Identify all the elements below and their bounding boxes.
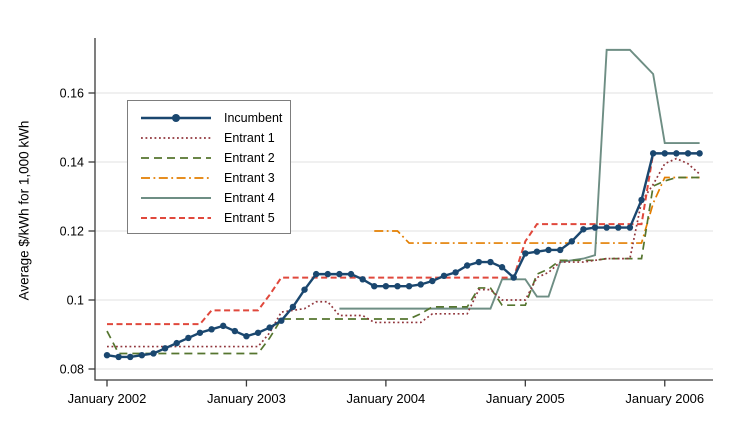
series-marker-incumbent	[498, 264, 506, 271]
series-marker-incumbent	[278, 317, 285, 324]
series-marker-incumbent	[312, 270, 320, 278]
series-marker-incumbent	[603, 224, 610, 231]
legend-marker	[172, 114, 180, 122]
series-marker-incumbent	[417, 281, 424, 288]
series-marker-incumbent	[556, 246, 564, 254]
series-marker-incumbent	[173, 339, 180, 347]
series-marker-incumbent	[266, 324, 273, 331]
legend-item-entrant2: Entrant 2	[139, 148, 290, 168]
series-marker-incumbent	[661, 150, 668, 157]
series-marker-incumbent	[138, 352, 146, 359]
series-marker-incumbent	[196, 329, 204, 336]
series-line-entrant-3	[374, 176, 700, 244]
series-marker-incumbent	[115, 353, 122, 361]
y-tick-label: 0.12	[60, 225, 84, 239]
chart-legend: Incumbent Entrant 1 Entrant 2 Entrant 3 …	[127, 100, 291, 234]
series-marker-incumbent	[440, 272, 448, 280]
series-marker-incumbent	[545, 246, 552, 254]
legend-item-entrant4: Entrant 4	[139, 188, 290, 208]
series-line-entrant-4	[339, 48, 700, 310]
legend-line-sample-incumbent	[141, 114, 211, 122]
series-marker-incumbent	[429, 277, 436, 285]
series-marker-incumbent	[394, 283, 401, 290]
x-tick-label: January 2005	[486, 391, 565, 406]
series-marker-incumbent	[580, 226, 587, 233]
series-marker-incumbent	[464, 262, 471, 269]
series-marker-incumbent	[220, 322, 227, 330]
series-marker-incumbent	[487, 258, 494, 266]
legend-item-entrant1: Entrant 1	[139, 128, 290, 148]
series-marker-incumbent	[510, 274, 517, 281]
legend-line-sample-entrant1	[141, 137, 211, 139]
series-marker-incumbent	[161, 345, 169, 352]
legend-line-sample-entrant4	[141, 197, 211, 199]
series-marker-incumbent	[185, 334, 192, 342]
legend-label: Entrant 2	[224, 151, 275, 165]
series-marker-incumbent	[696, 150, 703, 157]
series-marker-incumbent	[254, 329, 262, 336]
legend-item-entrant3: Entrant 3	[139, 168, 290, 188]
legend-label: Entrant 3	[224, 171, 275, 185]
series-marker-incumbent	[522, 250, 529, 257]
legend-item-incumbent: Incumbent	[139, 108, 290, 128]
series-marker-incumbent	[371, 283, 378, 290]
series-marker-incumbent	[347, 270, 355, 278]
series-marker-incumbent	[127, 353, 134, 361]
x-tick-label: January 2004	[346, 391, 425, 406]
series-marker-incumbent	[243, 333, 250, 340]
legend-line-sample-entrant3	[141, 177, 211, 179]
series-line-entrant-1	[107, 157, 701, 348]
series-marker-incumbent	[405, 283, 413, 290]
series-marker-incumbent	[568, 238, 575, 245]
legend-label: Entrant 1	[224, 131, 275, 145]
series-marker-incumbent	[336, 270, 343, 278]
series-marker-incumbent	[626, 224, 634, 231]
series-marker-incumbent	[231, 327, 239, 335]
series-marker-incumbent	[533, 248, 541, 255]
y-tick-label: 0.08	[60, 363, 84, 377]
series-marker-incumbent	[638, 196, 645, 204]
series-marker-incumbent	[301, 286, 308, 293]
legend-label: Entrant 4	[224, 191, 275, 205]
series-marker-incumbent	[673, 150, 680, 157]
series-marker-incumbent	[452, 269, 459, 276]
series-marker-incumbent	[103, 352, 111, 359]
x-tick-label: January 2002	[68, 391, 147, 406]
series-line-entrant-5	[107, 152, 700, 326]
legend-label: Entrant 5	[224, 211, 275, 225]
x-tick-label: January 2003	[207, 391, 286, 406]
series-marker-incumbent	[475, 258, 483, 266]
x-tick-label: January 2006	[625, 391, 704, 406]
series-marker-incumbent	[684, 150, 692, 157]
series-marker-incumbent	[615, 224, 622, 231]
y-tick-label: 0.1	[67, 294, 84, 308]
series-marker-incumbent	[324, 270, 331, 278]
legend-item-entrant5: Entrant 5	[139, 208, 290, 228]
series-marker-incumbent	[150, 350, 157, 357]
legend-line-sample-entrant2	[141, 157, 211, 159]
series-marker-incumbent	[382, 283, 390, 290]
y-axis-title: Average $/kWh for 1,000 kWh	[16, 120, 32, 301]
series-marker-incumbent	[289, 303, 297, 311]
series-marker-incumbent	[591, 224, 599, 231]
y-tick-label: 0.14	[60, 156, 84, 170]
series-marker-incumbent	[649, 150, 657, 157]
series-line-incumbent	[106, 152, 700, 359]
axis-lines	[94, 38, 713, 381]
legend-line-sample-entrant5	[141, 217, 211, 219]
legend-label: Incumbent	[224, 111, 283, 125]
y-tick-label: 0.16	[60, 87, 84, 101]
series-marker-incumbent	[359, 276, 366, 283]
series-marker-incumbent	[208, 326, 215, 333]
